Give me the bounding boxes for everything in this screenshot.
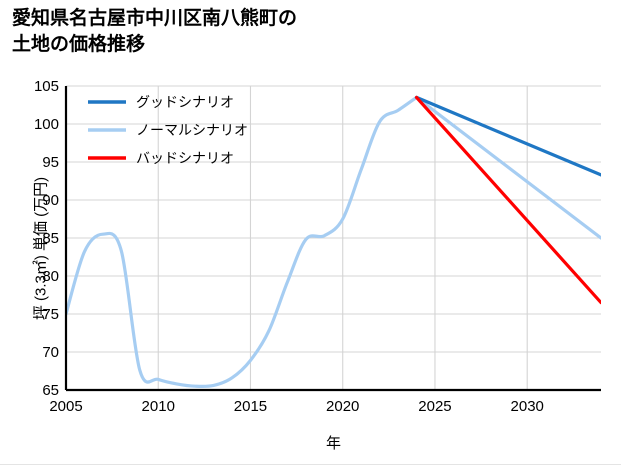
series-layer <box>66 95 601 389</box>
legend-label: ノーマルシナリオ <box>136 122 248 138</box>
x-tick-label: 2010 <box>142 398 175 415</box>
legend-label: グッドシナリオ <box>136 94 234 110</box>
y-tick-label: 80 <box>42 268 59 285</box>
y-tick-label: 90 <box>42 192 59 209</box>
legend-label: バッドシナリオ <box>136 150 234 166</box>
x-tick-label: 2015 <box>234 398 267 415</box>
y-axis-label: 坪 (3.3㎡) 単価 (万円) <box>32 176 50 321</box>
y-tick-label: 65 <box>42 382 59 399</box>
gridlines <box>65 85 601 391</box>
y-tick-label: 105 <box>34 78 59 95</box>
x-tick-label: 2005 <box>49 398 82 415</box>
y-tick-label: 85 <box>42 230 59 247</box>
x-tick-label: 2025 <box>418 398 451 415</box>
y-tick-label: 95 <box>42 154 59 171</box>
x-tick-label: 2020 <box>326 398 359 415</box>
x-axis-ticks: 2005 2010 2015 2020 2025 2030 <box>49 398 544 415</box>
x-tick-label: 2030 <box>511 398 544 415</box>
y-axis-ticks: 65 70 75 80 85 90 95 100 105 <box>34 78 59 399</box>
y-tick-label: 100 <box>34 116 59 133</box>
y-tick-label: 70 <box>42 344 59 361</box>
page-title: 愛知県名古屋市中川区南八熊町の 土地の価格推移 <box>12 8 298 55</box>
y-tick-label: 75 <box>42 306 59 323</box>
x-axis-label: 年 <box>325 435 341 452</box>
